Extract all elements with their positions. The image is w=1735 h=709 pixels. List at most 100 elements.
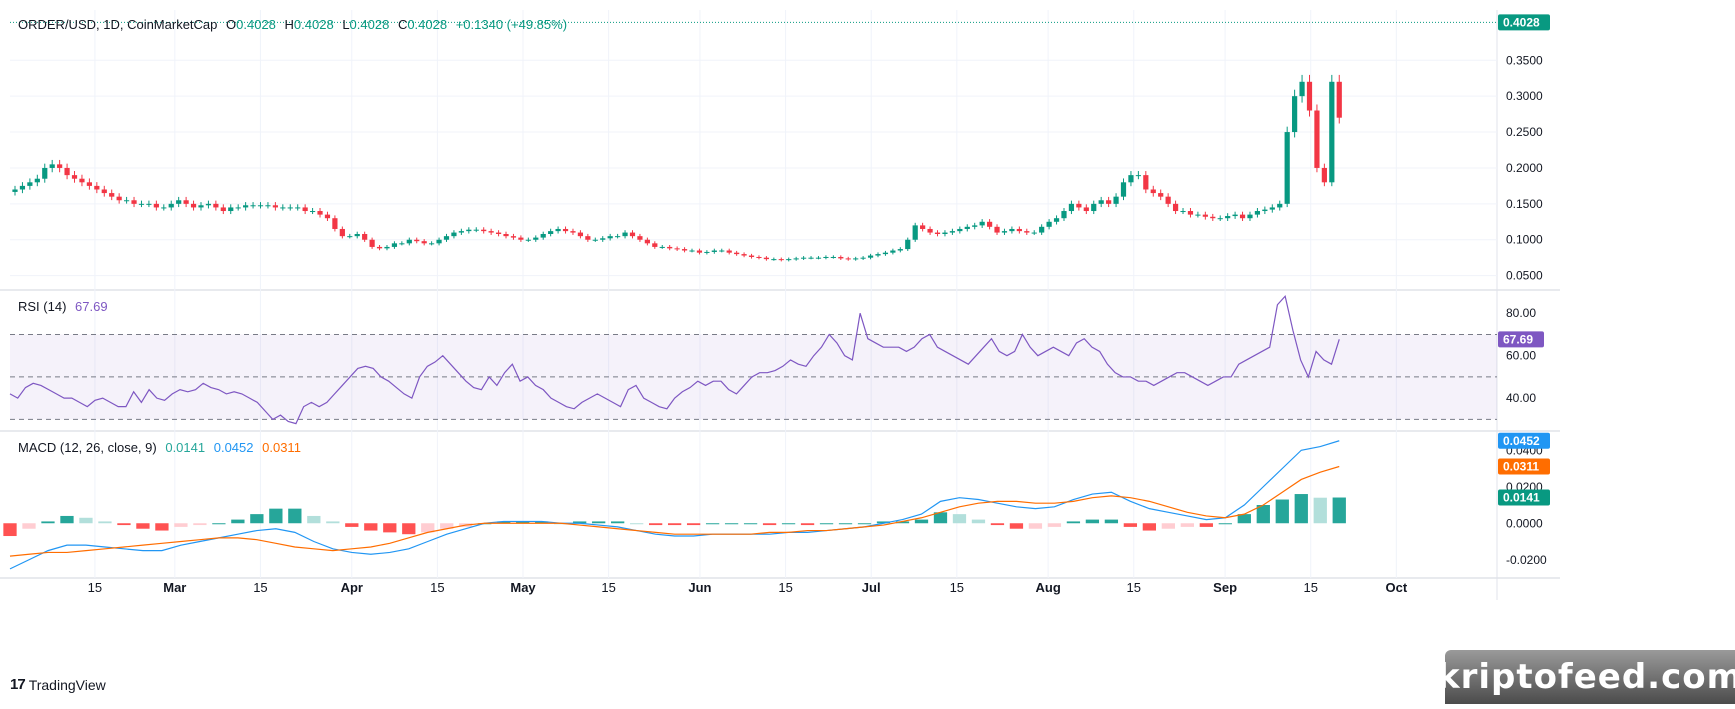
macd-histogram-bar bbox=[990, 523, 1005, 526]
x-tick-label: Mar bbox=[163, 580, 186, 595]
x-tick-label: May bbox=[510, 580, 536, 595]
candle-body bbox=[429, 243, 435, 245]
high-label: H bbox=[284, 17, 294, 32]
macd-histogram-bar bbox=[497, 521, 511, 524]
candle-body bbox=[600, 238, 606, 240]
candle-body bbox=[763, 257, 770, 260]
candle-body bbox=[510, 236, 517, 238]
macd-histogram-bar bbox=[212, 523, 226, 525]
macd-histogram-bar bbox=[98, 521, 112, 524]
candle-body bbox=[1120, 182, 1127, 197]
macd-histogram-bar bbox=[611, 521, 625, 524]
low-label: L bbox=[342, 17, 350, 32]
candle-body bbox=[451, 232, 457, 237]
candle-body bbox=[585, 236, 591, 240]
rsi-value-tag bbox=[1498, 331, 1544, 348]
x-tick-label: 15 bbox=[1127, 580, 1141, 595]
candle-body bbox=[615, 236, 621, 238]
tradingview-footer[interactable]: 17 TradingView bbox=[10, 676, 106, 693]
macd-histogram-bar bbox=[136, 523, 150, 529]
candle-body bbox=[1210, 216, 1216, 219]
candle-body bbox=[27, 182, 33, 186]
candle-body bbox=[42, 167, 48, 179]
x-tick-label: 15 bbox=[601, 580, 615, 595]
x-tick-label: 15 bbox=[253, 580, 267, 595]
candle-body bbox=[808, 257, 814, 259]
rsi-tag-label: 67.69 bbox=[1503, 332, 1533, 346]
candle-body bbox=[362, 234, 368, 240]
candle-body bbox=[875, 254, 881, 256]
macd-histogram-bar bbox=[345, 523, 359, 527]
macd-histogram-bar bbox=[60, 515, 74, 524]
macd-histogram-bar bbox=[1294, 494, 1308, 524]
macd-histogram-bar bbox=[705, 523, 720, 525]
candle-body bbox=[1299, 81, 1305, 97]
macd-histogram-bar bbox=[971, 519, 986, 524]
macd-line-value: 0.0452 bbox=[213, 440, 254, 455]
macd-histogram-bar bbox=[1180, 523, 1194, 527]
candle-body bbox=[1016, 228, 1022, 232]
x-tick-label: 15 bbox=[778, 580, 792, 595]
candle-body bbox=[272, 205, 278, 208]
price-tick-label: 0.1000 bbox=[1506, 233, 1543, 247]
candle-body bbox=[734, 252, 740, 255]
candle-body bbox=[681, 249, 688, 251]
macd-value-tag-label: 0.0452 bbox=[1503, 434, 1540, 448]
candle-body bbox=[399, 243, 405, 245]
candle-body bbox=[920, 225, 926, 229]
price-legend: ORDER/USD, 1D, CoinMarketCap O0.4028 H0.… bbox=[18, 17, 572, 32]
candle-body bbox=[1321, 167, 1327, 183]
candle-body bbox=[280, 207, 286, 209]
change-value: +0.1340 (+49.85%) bbox=[455, 17, 568, 32]
candle-body bbox=[354, 234, 360, 237]
high-value: 0.4028 bbox=[293, 17, 334, 32]
candle-body bbox=[756, 256, 762, 258]
macd-tick-label: 0.0000 bbox=[1506, 516, 1543, 530]
rsi-label[interactable]: RSI (14) bbox=[18, 299, 67, 314]
candle-body bbox=[347, 236, 353, 238]
candle-body bbox=[867, 255, 874, 258]
x-tick-label: Aug bbox=[1036, 580, 1061, 595]
candle-body bbox=[830, 256, 836, 258]
candle-body bbox=[1135, 175, 1141, 177]
candle-body bbox=[1024, 231, 1030, 233]
candle-body bbox=[533, 237, 539, 240]
watermark-logo: kriptofeed.com bbox=[1437, 650, 1735, 704]
candle-body bbox=[1031, 232, 1037, 234]
macd-histogram-bar bbox=[250, 514, 264, 524]
candle-body bbox=[1091, 203, 1097, 212]
candle-body bbox=[659, 246, 665, 248]
symbol-label[interactable]: ORDER/USD, 1D, CoinMarketCap bbox=[18, 17, 218, 32]
candle-body bbox=[629, 232, 636, 237]
macd-histogram-bar bbox=[648, 523, 663, 526]
candle-body bbox=[741, 254, 747, 256]
macd-histogram-bar bbox=[269, 508, 283, 524]
price-tick-label: 0.2000 bbox=[1506, 161, 1543, 175]
macd-histogram-bar bbox=[1161, 523, 1175, 529]
candle-body bbox=[287, 207, 293, 209]
candle-body bbox=[12, 189, 18, 192]
candle-body bbox=[800, 257, 807, 259]
candle-body bbox=[1202, 214, 1208, 217]
macd-signal-tag bbox=[1498, 458, 1550, 475]
macd-histogram-bar bbox=[573, 521, 587, 524]
candle-body bbox=[667, 246, 673, 249]
price-tick-label: 0.2500 bbox=[1506, 125, 1543, 139]
macd-histogram-bar bbox=[933, 512, 948, 524]
candle-body bbox=[466, 229, 472, 232]
macd-histogram-bar bbox=[800, 523, 815, 526]
macd-histogram-bar bbox=[535, 521, 549, 524]
candle-body bbox=[257, 205, 264, 207]
macd-histogram-bar bbox=[1142, 523, 1157, 531]
candle-body bbox=[562, 228, 569, 232]
macd-histogram-bar bbox=[743, 523, 758, 525]
macd-label[interactable]: MACD (12, 26, close, 9) bbox=[18, 440, 157, 455]
macd-histogram-bar bbox=[1237, 514, 1251, 524]
candle-body bbox=[890, 250, 896, 253]
candle-body bbox=[391, 243, 398, 247]
candle-body bbox=[860, 257, 866, 259]
candle-body bbox=[250, 205, 256, 207]
candle-body bbox=[183, 200, 189, 204]
